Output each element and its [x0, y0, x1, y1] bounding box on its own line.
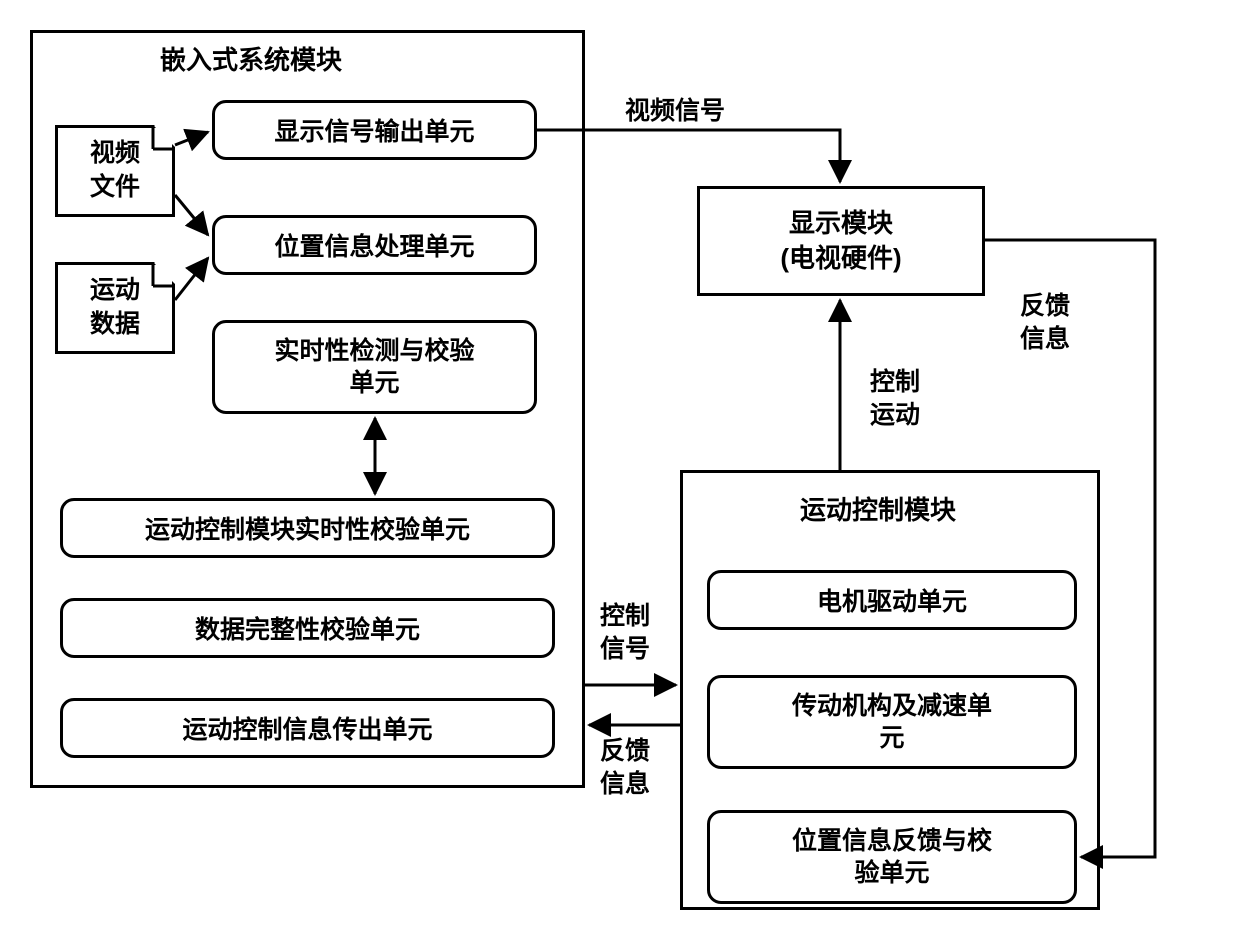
unit-motion-out-label: 运动控制信息传出单元 — [182, 710, 432, 746]
unit-motor-drive: 电机驱动单元 — [707, 570, 1077, 630]
display-module-label: 显示模块 (电视硬件) — [780, 206, 901, 276]
label-feedback-1: 反馈 信息 — [600, 735, 650, 800]
unit-rt-verify-label: 运动控制模块实时性校验单元 — [145, 510, 470, 546]
label-feedback-2: 反馈 信息 — [1020, 290, 1070, 355]
motion-control-title: 运动控制模块 — [800, 490, 956, 527]
doc-video-label: 视频 文件 — [90, 137, 140, 205]
unit-position-proc-label: 位置信息处理单元 — [274, 227, 474, 263]
unit-motion-out: 运动控制信息传出单元 — [60, 698, 555, 758]
unit-feedback: 位置信息反馈与校 验单元 — [707, 810, 1077, 904]
doc-motion-data: 运动 数据 — [55, 262, 175, 354]
unit-realtime-check: 实时性检测与校验 单元 — [212, 320, 537, 414]
label-control-motion: 控制 运动 — [870, 366, 920, 431]
doc-motion-label: 运动 数据 — [90, 274, 140, 342]
unit-display-output: 显示信号输出单元 — [212, 100, 537, 160]
unit-position-proc: 位置信息处理单元 — [212, 215, 537, 275]
unit-transmission: 传动机构及减速单 元 — [707, 675, 1077, 769]
embedded-system-title: 嵌入式系统模块 — [160, 40, 342, 77]
unit-display-output-label: 显示信号输出单元 — [274, 112, 474, 148]
label-video-signal: 视频信号 — [625, 95, 725, 128]
unit-feedback-label: 位置信息反馈与校 验单元 — [792, 825, 992, 890]
unit-transmission-label: 传动机构及减速单 元 — [792, 690, 992, 755]
unit-data-integrity: 数据完整性校验单元 — [60, 598, 555, 658]
display-module: 显示模块 (电视硬件) — [697, 186, 985, 296]
unit-motor-label: 电机驱动单元 — [817, 582, 967, 618]
unit-rt-verify: 运动控制模块实时性校验单元 — [60, 498, 555, 558]
label-control-signal: 控制 信号 — [600, 600, 650, 665]
doc-video-file: 视频 文件 — [55, 125, 175, 217]
unit-realtime-check-label: 实时性检测与校验 单元 — [274, 335, 474, 400]
unit-data-integrity-label: 数据完整性校验单元 — [195, 610, 420, 646]
